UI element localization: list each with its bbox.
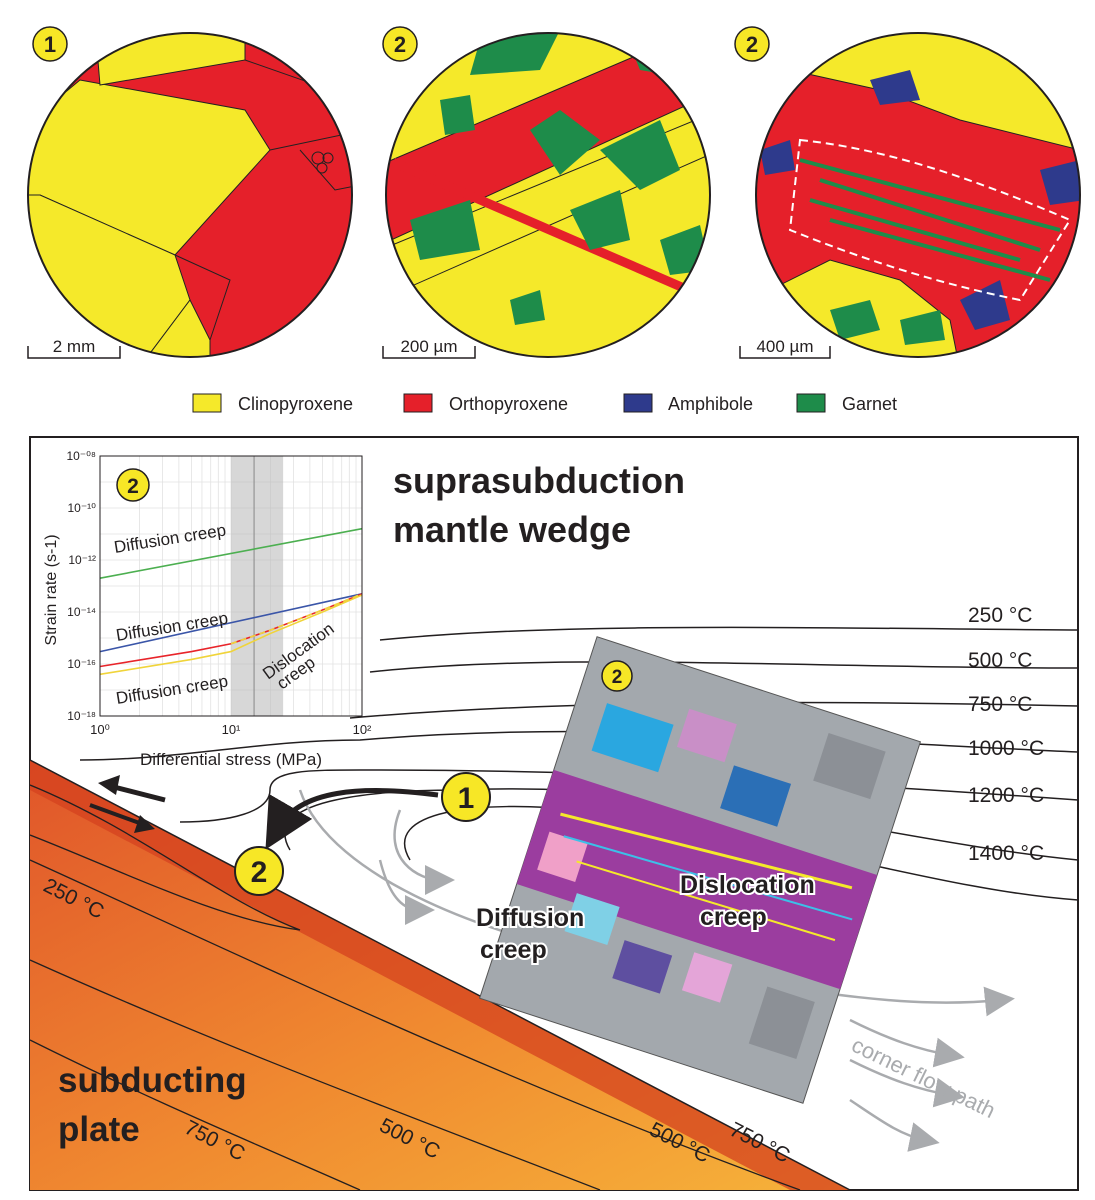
isotherm-label-750: 750 °C <box>968 693 1032 716</box>
ebsd-label-diffusion-creep: creep <box>480 936 547 964</box>
flow-arrow-1-to-2 <box>265 788 439 850</box>
phase-legend: Clinopyroxene Orthopyroxene Amphibole Ga… <box>192 393 897 414</box>
svg-text:2: 2 <box>251 856 268 889</box>
micrograph-2 <box>385 32 711 358</box>
micrograph-1 <box>27 32 353 358</box>
legend-swatch-garnet <box>796 393 826 413</box>
scale-bar-1: 2 mm <box>27 337 121 359</box>
svg-text:2: 2 <box>612 667 623 688</box>
chart-y-label: Strain rate (s-1) <box>43 534 60 645</box>
plate-title-line1: subducting <box>58 1061 247 1100</box>
micrograph-1-badge: 1 <box>32 26 68 62</box>
svg-text:1: 1 <box>458 782 475 815</box>
ebsd-badge: 2 <box>601 660 633 692</box>
micrograph-3 <box>755 32 1081 358</box>
svg-text:2: 2 <box>394 32 406 57</box>
micrograph-2-badge: 2 <box>382 26 418 62</box>
isotherm-label-1000: 1000 °C <box>968 737 1044 760</box>
micrograph-row: 1 2 2 2 mm 200 µm 400 µm Clinopyroxene O… <box>27 26 1081 414</box>
svg-text:400 µm: 400 µm <box>756 337 813 356</box>
svg-text:1: 1 <box>44 32 56 57</box>
chart-badge: 2 <box>116 468 150 502</box>
isotherm-label-500: 500 °C <box>968 649 1032 672</box>
legend-label-garnet: Garnet <box>842 394 897 414</box>
legend-swatch-clinopyroxene <box>192 393 222 413</box>
chart-series-line-3 <box>99 594 363 676</box>
location-badge-1: 1 <box>441 772 491 822</box>
chart-x-tick-label: 10⁰ <box>90 722 110 737</box>
isotherm-label-1400: 1400 °C <box>968 842 1044 865</box>
svg-text:2: 2 <box>127 475 139 498</box>
chart-x-tick-label: 10¹ <box>222 722 241 737</box>
chart-y-tick-label: 10⁻¹⁶ <box>67 657 96 671</box>
legend-swatch-orthopyroxene <box>403 393 433 413</box>
chart-y-tick-label: 10⁻¹⁰ <box>68 501 97 515</box>
location-badge-2: 2 <box>234 846 284 896</box>
ebsd-label-diffusion: Diffusion <box>476 904 584 932</box>
shear-arrows <box>89 775 166 833</box>
legend-swatch-amphibole <box>623 393 653 413</box>
micrograph-3-badge: 2 <box>734 26 770 62</box>
scale-bar-2: 200 µm <box>382 337 476 359</box>
scale-bar-3: 400 µm <box>739 337 831 359</box>
svg-text:2 mm: 2 mm <box>53 337 96 356</box>
wedge-isotherm-labels: 250 °C 500 °C 750 °C 1000 °C 1200 °C 140… <box>968 604 1044 865</box>
chart-series-line-1 <box>99 593 363 653</box>
chart-y-tick-label: 10⁻⁰⁸ <box>66 449 96 463</box>
svg-text:200 µm: 200 µm <box>400 337 457 356</box>
ebsd-label-dislocation-creep: creep <box>700 903 767 931</box>
chart-series-dashed-overlay <box>230 593 363 645</box>
wedge-title-line1: suprasubduction <box>393 460 685 501</box>
ebsd-orientation-map <box>478 636 922 1104</box>
chart-x-label: Differential stress (MPa) <box>140 750 322 769</box>
corner-flow-label: corner flow path <box>848 1032 1000 1123</box>
subduction-diagram: 250 °C 500 °C 750 °C 1000 °C 1200 °C 140… <box>29 436 1079 1191</box>
strain-rate-chart: 10⁰ 10¹ 10²10⁻⁰⁸10⁻¹⁰10⁻¹²10⁻¹⁴10⁻¹⁶10⁻¹⁸ … <box>43 449 372 769</box>
isotherm-label-1200: 1200 °C <box>968 784 1044 807</box>
wedge-title-line2: mantle wedge <box>393 509 631 550</box>
chart-y-tick-label: 10⁻¹⁸ <box>67 709 96 723</box>
svg-text:2: 2 <box>746 32 758 57</box>
isotherm-label-250: 250 °C <box>968 604 1032 627</box>
chart-y-tick-label: 10⁻¹² <box>68 553 96 567</box>
legend-label-orthopyroxene: Orthopyroxene <box>449 394 568 414</box>
stress-range-shading <box>231 456 284 716</box>
ebsd-label-dislocation: Dislocation <box>680 871 815 899</box>
plate-title-line2: plate <box>58 1110 140 1149</box>
legend-label-amphibole: Amphibole <box>668 394 753 414</box>
chart-x-tick-label: 10² <box>353 722 372 737</box>
legend-label-clinopyroxene: Clinopyroxene <box>238 394 353 414</box>
chart-y-tick-label: 10⁻¹⁴ <box>67 605 96 619</box>
chart-series-line-0 <box>99 527 363 579</box>
